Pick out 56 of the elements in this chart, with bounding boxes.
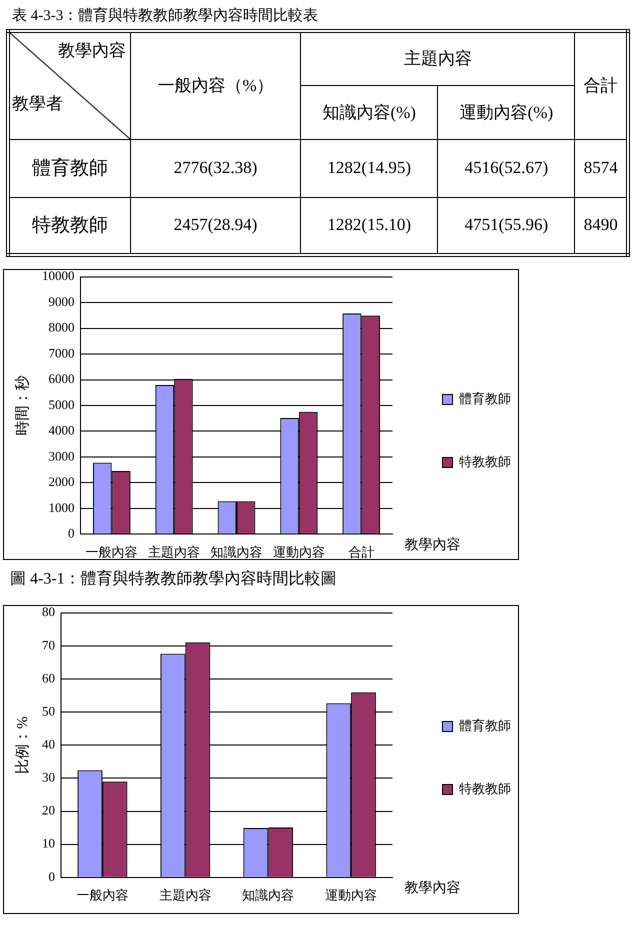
y-tick-label: 30 — [42, 770, 55, 785]
x-tick-label: 知識內容 — [242, 888, 294, 903]
text: 合計 — [574, 31, 628, 139]
y-tick-label: 4000 — [48, 422, 74, 438]
text: 教學內容 — [58, 40, 126, 62]
x-tick-label: 運動內容 — [272, 544, 325, 560]
y-tick-label: 7000 — [48, 345, 74, 360]
y-tick-label: 1000 — [48, 500, 74, 515]
text: 4751(55.96) — [438, 197, 575, 255]
x-tick-label: 一般內容 — [76, 888, 128, 903]
text: 2776(32.38) — [130, 139, 301, 197]
text: 體育教師 — [8, 139, 130, 197]
text: 8574 — [574, 139, 628, 197]
y-tick-label: 60 — [42, 670, 55, 686]
text: 一般內容（%） — [130, 31, 301, 139]
y-tick-label: 50 — [42, 703, 55, 718]
x-tick-label: 合計 — [348, 544, 374, 560]
y-tick-label: 40 — [42, 736, 55, 752]
text: 表 4-3-3：體育與特教教師教學內容時間比較表 — [12, 6, 320, 25]
text: 2457(28.94) — [130, 197, 301, 255]
text: 4516(52.67) — [438, 139, 575, 197]
y-tick-label: 80 — [42, 604, 55, 620]
y-axis-title: 比例：% — [14, 716, 31, 774]
text: 特教教師 — [8, 197, 130, 255]
text: 圖 4-3-1：體育與特教教師教學內容時間比較圖 — [10, 570, 337, 588]
legend-label: 體育教師 — [459, 718, 511, 733]
y-tick-label: 5000 — [48, 396, 74, 412]
x-tick-label: 主題內容 — [148, 544, 200, 560]
legend-label: 特教教師 — [459, 780, 511, 796]
y-tick-label: 3000 — [48, 448, 74, 464]
text: 教學者 — [12, 92, 63, 114]
y-tick-label: 0 — [68, 526, 74, 541]
y-tick-label: 20 — [42, 802, 55, 818]
y-tick-label: 0 — [48, 868, 55, 884]
x-tick-label: 運動內容 — [325, 888, 378, 903]
y-tick-label: 9000 — [48, 294, 74, 309]
x-axis-title: 教學內容 — [404, 536, 460, 553]
y-tick-label: 6000 — [48, 371, 74, 386]
legend-label: 特教教師 — [459, 454, 511, 469]
x-tick-label: 主題內容 — [159, 888, 212, 903]
x-axis-title: 教學內容 — [404, 880, 460, 896]
y-axis-title: 時間：秒 — [14, 376, 31, 436]
text: 8490 — [574, 197, 628, 255]
y-tick-label: 2000 — [48, 474, 74, 490]
legend-label: 體育教師 — [459, 390, 511, 406]
text: 1282(14.95) — [300, 139, 438, 197]
y-tick-label: 10 — [42, 836, 55, 851]
text: 1282(15.10) — [300, 197, 438, 255]
text: 運動內容(%) — [438, 85, 575, 139]
y-tick-label: 10000 — [42, 268, 74, 284]
text: 主題內容 — [300, 31, 575, 85]
y-tick-label: 8000 — [48, 320, 74, 335]
x-tick-label: 一般內容 — [86, 544, 138, 560]
text: 知識內容(%) — [300, 85, 438, 139]
y-tick-label: 70 — [42, 637, 55, 652]
x-tick-label: 知識內容 — [210, 544, 262, 560]
